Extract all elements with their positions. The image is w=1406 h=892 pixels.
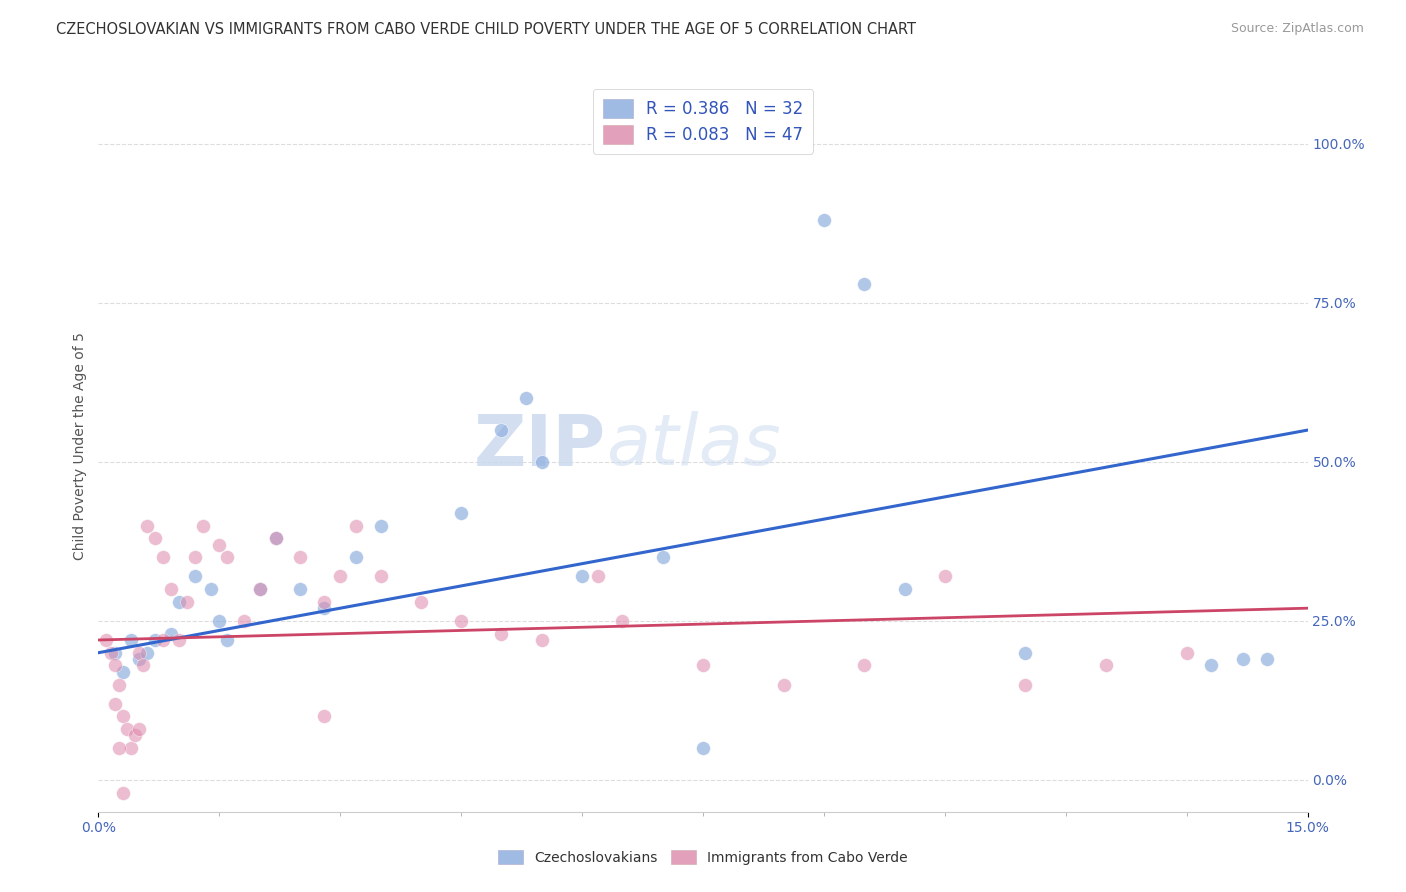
Point — [120, 632, 142, 647]
Point — [288, 550, 311, 565]
Point — [329, 569, 352, 583]
Point — [193, 518, 215, 533]
Point — [103, 697, 125, 711]
Point — [208, 538, 231, 552]
Point — [152, 632, 174, 647]
Point — [152, 550, 174, 565]
Text: Source: ZipAtlas.com: Source: ZipAtlas.com — [1230, 22, 1364, 36]
Point — [344, 550, 367, 565]
Point — [813, 213, 835, 227]
Point — [450, 614, 472, 628]
Point — [184, 550, 207, 565]
Point — [160, 626, 183, 640]
Point — [853, 658, 876, 673]
Point — [491, 423, 513, 437]
Point — [217, 632, 239, 647]
Point — [128, 646, 150, 660]
Point — [612, 614, 634, 628]
Point — [1014, 646, 1036, 660]
Point — [314, 595, 336, 609]
Legend: Czechoslovakians, Immigrants from Cabo Verde: Czechoslovakians, Immigrants from Cabo V… — [492, 845, 914, 871]
Point — [167, 595, 190, 609]
Point — [409, 595, 432, 609]
Text: atlas: atlas — [606, 411, 780, 481]
Point — [264, 531, 287, 545]
Point — [217, 550, 239, 565]
Point — [370, 518, 392, 533]
Point — [344, 518, 367, 533]
Point — [586, 569, 609, 583]
Point — [1256, 652, 1278, 666]
Point — [450, 506, 472, 520]
Point — [103, 658, 125, 673]
Point — [107, 741, 129, 756]
Point — [111, 786, 134, 800]
Point — [853, 277, 876, 291]
Point — [143, 632, 166, 647]
Point — [135, 518, 157, 533]
Point — [692, 658, 714, 673]
Point — [314, 601, 336, 615]
Point — [249, 582, 271, 596]
Point — [1232, 652, 1254, 666]
Point — [176, 595, 198, 609]
Point — [111, 709, 134, 723]
Point — [934, 569, 956, 583]
Text: CZECHOSLOVAKIAN VS IMMIGRANTS FROM CABO VERDE CHILD POVERTY UNDER THE AGE OF 5 C: CZECHOSLOVAKIAN VS IMMIGRANTS FROM CABO … — [56, 22, 917, 37]
Point — [651, 550, 673, 565]
Point — [491, 626, 513, 640]
Y-axis label: Child Poverty Under the Age of 5: Child Poverty Under the Age of 5 — [73, 332, 87, 560]
Point — [132, 658, 155, 673]
Point — [200, 582, 222, 596]
Point — [96, 632, 118, 647]
Point — [772, 677, 794, 691]
Point — [288, 582, 311, 596]
Point — [120, 741, 142, 756]
Point — [115, 722, 138, 736]
Point — [208, 614, 231, 628]
Point — [1095, 658, 1118, 673]
Point — [571, 569, 593, 583]
Point — [143, 531, 166, 545]
Point — [100, 646, 122, 660]
Point — [314, 709, 336, 723]
Point — [264, 531, 287, 545]
Point — [128, 722, 150, 736]
Point — [160, 582, 183, 596]
Point — [111, 665, 134, 679]
Point — [893, 582, 915, 596]
Point — [1014, 677, 1036, 691]
Point — [1175, 646, 1198, 660]
Point — [249, 582, 271, 596]
Point — [530, 455, 553, 469]
Point — [1199, 658, 1222, 673]
Point — [692, 741, 714, 756]
Point — [184, 569, 207, 583]
Point — [530, 632, 553, 647]
Point — [135, 646, 157, 660]
Point — [167, 632, 190, 647]
Point — [103, 646, 125, 660]
Point — [107, 677, 129, 691]
Point — [124, 728, 146, 742]
Text: ZIP: ZIP — [474, 411, 606, 481]
Point — [128, 652, 150, 666]
Point — [515, 392, 537, 406]
Point — [232, 614, 254, 628]
Point — [370, 569, 392, 583]
